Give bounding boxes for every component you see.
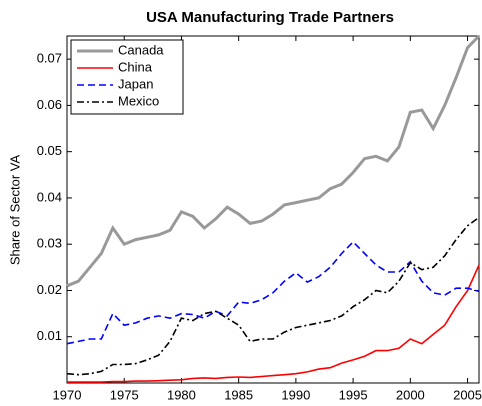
y-axis-label: Share of Sector VA [7, 155, 22, 266]
legend-label: China [118, 59, 153, 74]
y-tick-label: 0.04 [37, 189, 62, 204]
legend-label: Mexico [118, 93, 159, 108]
x-tick-label: 2005 [453, 387, 482, 402]
y-tick-label: 0.07 [37, 51, 62, 66]
x-tick-label: 1980 [167, 387, 196, 402]
x-tick-label: 1985 [224, 387, 253, 402]
legend-label: Canada [118, 42, 164, 57]
chart-title: USA Manufacturing Trade Partners [146, 9, 394, 26]
legend-label: Japan [118, 76, 153, 91]
series-line [66, 34, 481, 288]
series-line [67, 264, 480, 383]
y-tick-label: 0.06 [37, 97, 62, 112]
y-tick-label: 0.01 [37, 328, 62, 343]
x-tick-label: 1990 [281, 387, 310, 402]
series-line [66, 216, 480, 376]
x-tick-label: 1995 [339, 387, 368, 402]
y-tick-label: 0.05 [37, 143, 62, 158]
y-tick-label: 0.02 [37, 282, 62, 297]
x-tick-label: 2000 [396, 387, 425, 402]
y-tick-label: 0.03 [37, 236, 62, 251]
x-tick-label: 1975 [110, 387, 139, 402]
x-tick-label: 1970 [53, 387, 82, 402]
